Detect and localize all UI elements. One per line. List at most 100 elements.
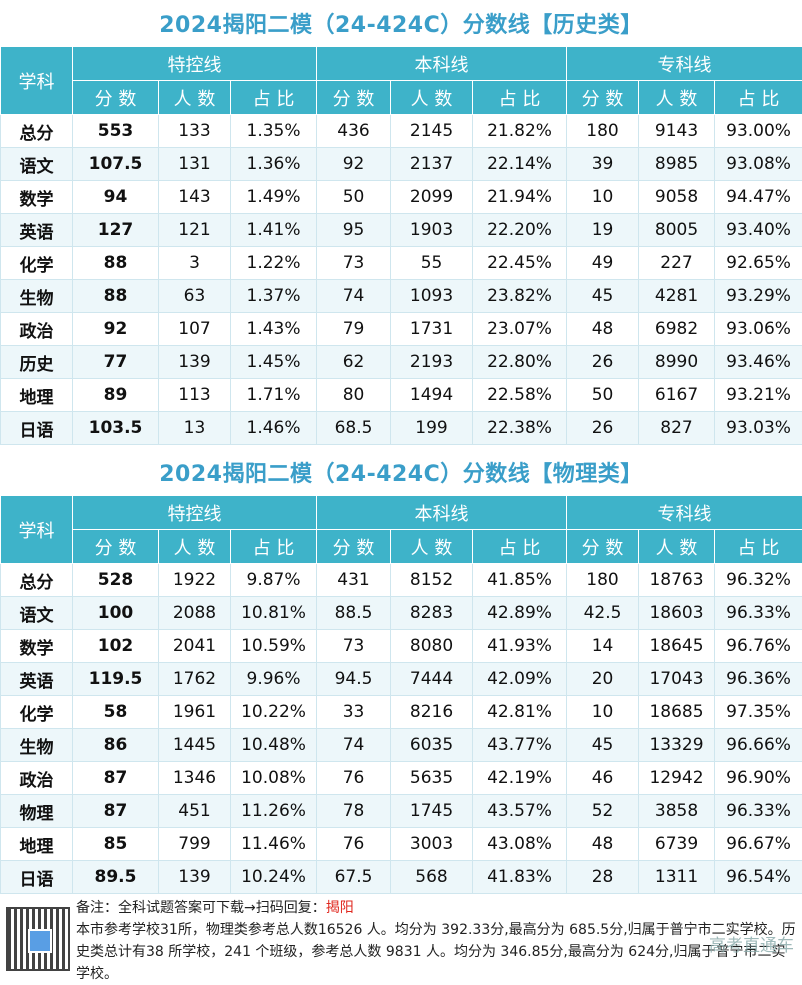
table-cell: 799 (158, 827, 231, 861)
table-cell: 1731 (390, 312, 474, 346)
tekong-score-cell: 127 (72, 213, 159, 247)
footer: 备注：全科试题答案可下载→扫码回复：揭阳 本市参考学校31所，物理类参考总人数1… (0, 895, 802, 985)
table-cell: 2137 (390, 147, 474, 181)
table-cell: 63 (158, 279, 231, 313)
table-cell: 94.5 (316, 662, 392, 696)
tekong-score-cell: 92 (72, 312, 159, 346)
table-cell: 10.48% (229, 728, 318, 762)
table-cell: 23.82% (472, 279, 568, 313)
count-header: 人 数 (390, 80, 474, 115)
table-row: 数学 94 143 1.49% 50 2099 21.94% 10 9058 94.47% (0, 180, 802, 214)
tekong-score-cell: 89 (72, 378, 159, 412)
table-cell: 1.71% (229, 378, 318, 412)
table-cell: 1.22% (229, 246, 318, 280)
table-row: 历史 77 139 1.45% 62 2193 22.80% 26 8990 93.46% (0, 345, 802, 379)
tekong-score-cell: 58 (72, 695, 159, 729)
ratio-header: 占 比 (472, 529, 568, 564)
table-cell: 50 (316, 180, 392, 214)
history-table: 学科 特控线 本科线 专科线 分 数 人 数 占 比 分 数 人 数 占 比 分… (0, 46, 802, 445)
table-cell: 8005 (638, 213, 716, 247)
table-cell: 18685 (638, 695, 716, 729)
table-cell: 180 (566, 114, 640, 148)
tekong-score-cell: 119.5 (72, 662, 159, 696)
table-row: 总分 553 133 1.35% 436 2145 21.82% 180 9143 93.00% (0, 114, 802, 148)
table-row: 数学 102 2041 10.59% 73 8080 41.93% 14 18645 96.76% (0, 629, 802, 663)
score-header: 分 数 (316, 529, 392, 564)
table-cell: 1311 (638, 860, 716, 894)
subject-cell: 历史 (0, 345, 73, 379)
subject-cell: 语文 (0, 596, 73, 630)
table-cell: 121 (158, 213, 231, 247)
table-cell: 10.22% (229, 695, 318, 729)
table-cell: 88.5 (316, 596, 392, 630)
table-cell: 1.37% (229, 279, 318, 313)
physics-table: 学科 特控线 本科线 专科线 分 数 人 数 占 比 分 数 人 数 占 比 分… (0, 495, 802, 894)
table-cell: 2088 (158, 596, 231, 630)
tekong-score-cell: 77 (72, 345, 159, 379)
count-header: 人 数 (158, 529, 231, 564)
tekong-score-cell: 553 (72, 114, 159, 148)
table-cell: 73 (316, 629, 392, 663)
table-cell: 139 (158, 860, 231, 894)
footer-note: 备注：全科试题答案可下载→扫码回复：揭阳 本市参考学校31所，物理类参考总人数1… (76, 897, 796, 985)
table-cell: 50 (566, 378, 640, 412)
ratio-header: 占 比 (472, 80, 568, 115)
table-cell: 19 (566, 213, 640, 247)
zhuanke-header: 专科线 (566, 46, 802, 81)
table-cell: 9.96% (229, 662, 318, 696)
table-cell: 41.83% (472, 860, 568, 894)
note-keyword: 揭阳 (325, 900, 354, 916)
subject-cell: 政治 (0, 312, 73, 346)
ratio-header: 占 比 (714, 80, 802, 115)
subject-cell: 语文 (0, 147, 73, 181)
table-cell: 10.81% (229, 596, 318, 630)
table-cell: 13 (158, 411, 231, 445)
count-header: 人 数 (638, 529, 716, 564)
table-cell: 1494 (390, 378, 474, 412)
table-cell: 96.33% (714, 794, 802, 828)
table-cell: 827 (638, 411, 716, 445)
table-row: 语文 107.5 131 1.36% 92 2137 22.14% 39 8985 93.08% (0, 147, 802, 181)
table-cell: 11.26% (229, 794, 318, 828)
tekong-score-cell: 87 (72, 761, 159, 795)
tekong-score-cell: 89.5 (72, 860, 159, 894)
table-cell: 10.59% (229, 629, 318, 663)
table-cell: 9143 (638, 114, 716, 148)
table-cell: 26 (566, 345, 640, 379)
tekong-score-cell: 86 (72, 728, 159, 762)
table-cell: 10.24% (229, 860, 318, 894)
tekong-score-cell: 87 (72, 794, 159, 828)
table-cell: 18603 (638, 596, 716, 630)
table-cell: 52 (566, 794, 640, 828)
table-cell: 55 (390, 246, 474, 280)
table-cell: 96.36% (714, 662, 802, 696)
subject-header: 学科 (0, 46, 73, 115)
table-cell: 93.08% (714, 147, 802, 181)
table-cell: 10 (566, 695, 640, 729)
table-cell: 3003 (390, 827, 474, 861)
table-cell: 6035 (390, 728, 474, 762)
table-cell: 23.07% (472, 312, 568, 346)
score-header: 分 数 (72, 529, 159, 564)
table-row: 化学 58 1961 10.22% 33 8216 42.81% 10 18685 97.35% (0, 695, 802, 729)
subject-cell: 生物 (0, 728, 73, 762)
table-cell: 48 (566, 312, 640, 346)
table-cell: 14 (566, 629, 640, 663)
subject-cell: 地理 (0, 827, 73, 861)
table-cell: 67.5 (316, 860, 392, 894)
table-cell: 113 (158, 378, 231, 412)
table-cell: 107 (158, 312, 231, 346)
table-cell: 76 (316, 761, 392, 795)
table-row: 英语 127 121 1.41% 95 1903 22.20% 19 8005 93.40% (0, 213, 802, 247)
benke-header: 本科线 (316, 46, 568, 81)
table-cell: 4281 (638, 279, 716, 313)
table-cell: 1922 (158, 563, 231, 597)
subject-cell: 化学 (0, 246, 73, 280)
history-section: 2024揭阳二模（24-424C）分数线【历史类】 学科 特控线 本科线 专科线… (0, 0, 802, 445)
table-cell: 2099 (390, 180, 474, 214)
table-cell: 2041 (158, 629, 231, 663)
table-row: 物理 87 451 11.26% 78 1745 43.57% 52 3858 96.33% (0, 794, 802, 828)
qr-code-icon[interactable] (6, 907, 70, 971)
table-cell: 76 (316, 827, 392, 861)
table-cell: 93.00% (714, 114, 802, 148)
